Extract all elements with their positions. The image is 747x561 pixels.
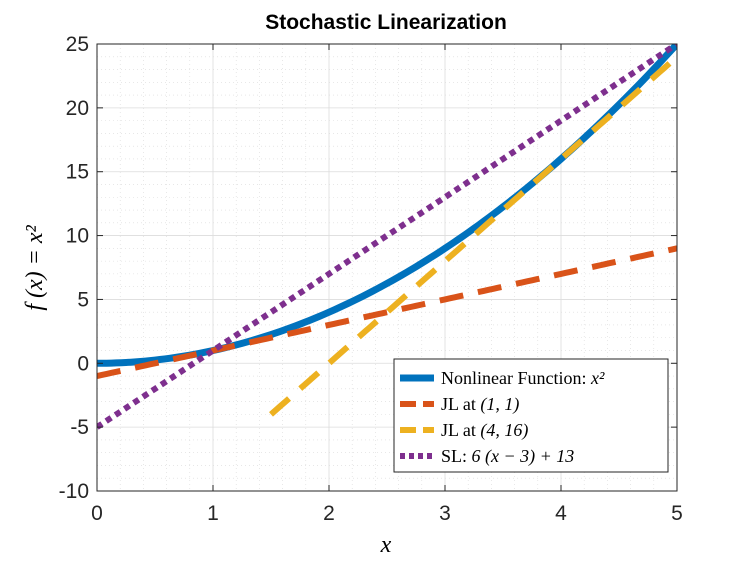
y-axis-label: f (x) = x² <box>22 225 48 311</box>
x-tick-label: 1 <box>207 502 219 525</box>
legend-label-text: Nonlinear Function: <box>441 368 591 388</box>
axes-box <box>96 43 678 492</box>
legend-label-text: JL at <box>441 394 480 414</box>
series-line-2 <box>97 245 677 379</box>
x-tick-label: 0 <box>91 502 103 525</box>
ticks <box>96 43 678 492</box>
legend-label-text: SL: <box>441 446 472 466</box>
y-tick-label: 5 <box>77 288 89 311</box>
legend-label-math: (4, 16) <box>480 420 528 441</box>
y-tick-label: 10 <box>66 225 89 248</box>
chart-title: Stochastic Linearization <box>265 11 507 34</box>
series-layer <box>97 44 677 430</box>
y-tick-label: -10 <box>59 480 89 503</box>
legend-label-math: x² <box>590 368 605 388</box>
legend-label-2: JL at (1, 1) <box>441 394 519 415</box>
x-axis-label: x <box>380 532 392 558</box>
y-tick-label: 25 <box>66 33 89 56</box>
x-tick-label: 5 <box>671 502 683 525</box>
legend-label-text: JL at <box>441 420 480 440</box>
x-tick-label: 3 <box>439 502 451 525</box>
legend-label-math: 6 (x − 3) + 13 <box>472 446 575 467</box>
x-tick-label: 2 <box>323 502 335 525</box>
y-tick-label: 0 <box>77 352 89 375</box>
y-tick-label: -5 <box>70 416 89 439</box>
legend-label-math: (1, 1) <box>480 394 519 415</box>
x-tick-label: 4 <box>555 502 567 525</box>
legend-label-4: SL: 6 (x − 3) + 13 <box>441 446 574 467</box>
series-line-3 <box>269 54 677 417</box>
legend-label-3: JL at (4, 16) <box>441 420 528 441</box>
y-tick-label: 20 <box>66 97 89 120</box>
tick-labels: 0 1 2 3 4 5 -10 -5 0 5 10 15 20 25 <box>59 33 683 525</box>
series-line-4 <box>97 44 677 430</box>
legend-box <box>393 358 669 473</box>
y-tick-label: 15 <box>66 161 89 184</box>
legend-label-1: Nonlinear Function: x² <box>441 368 605 388</box>
